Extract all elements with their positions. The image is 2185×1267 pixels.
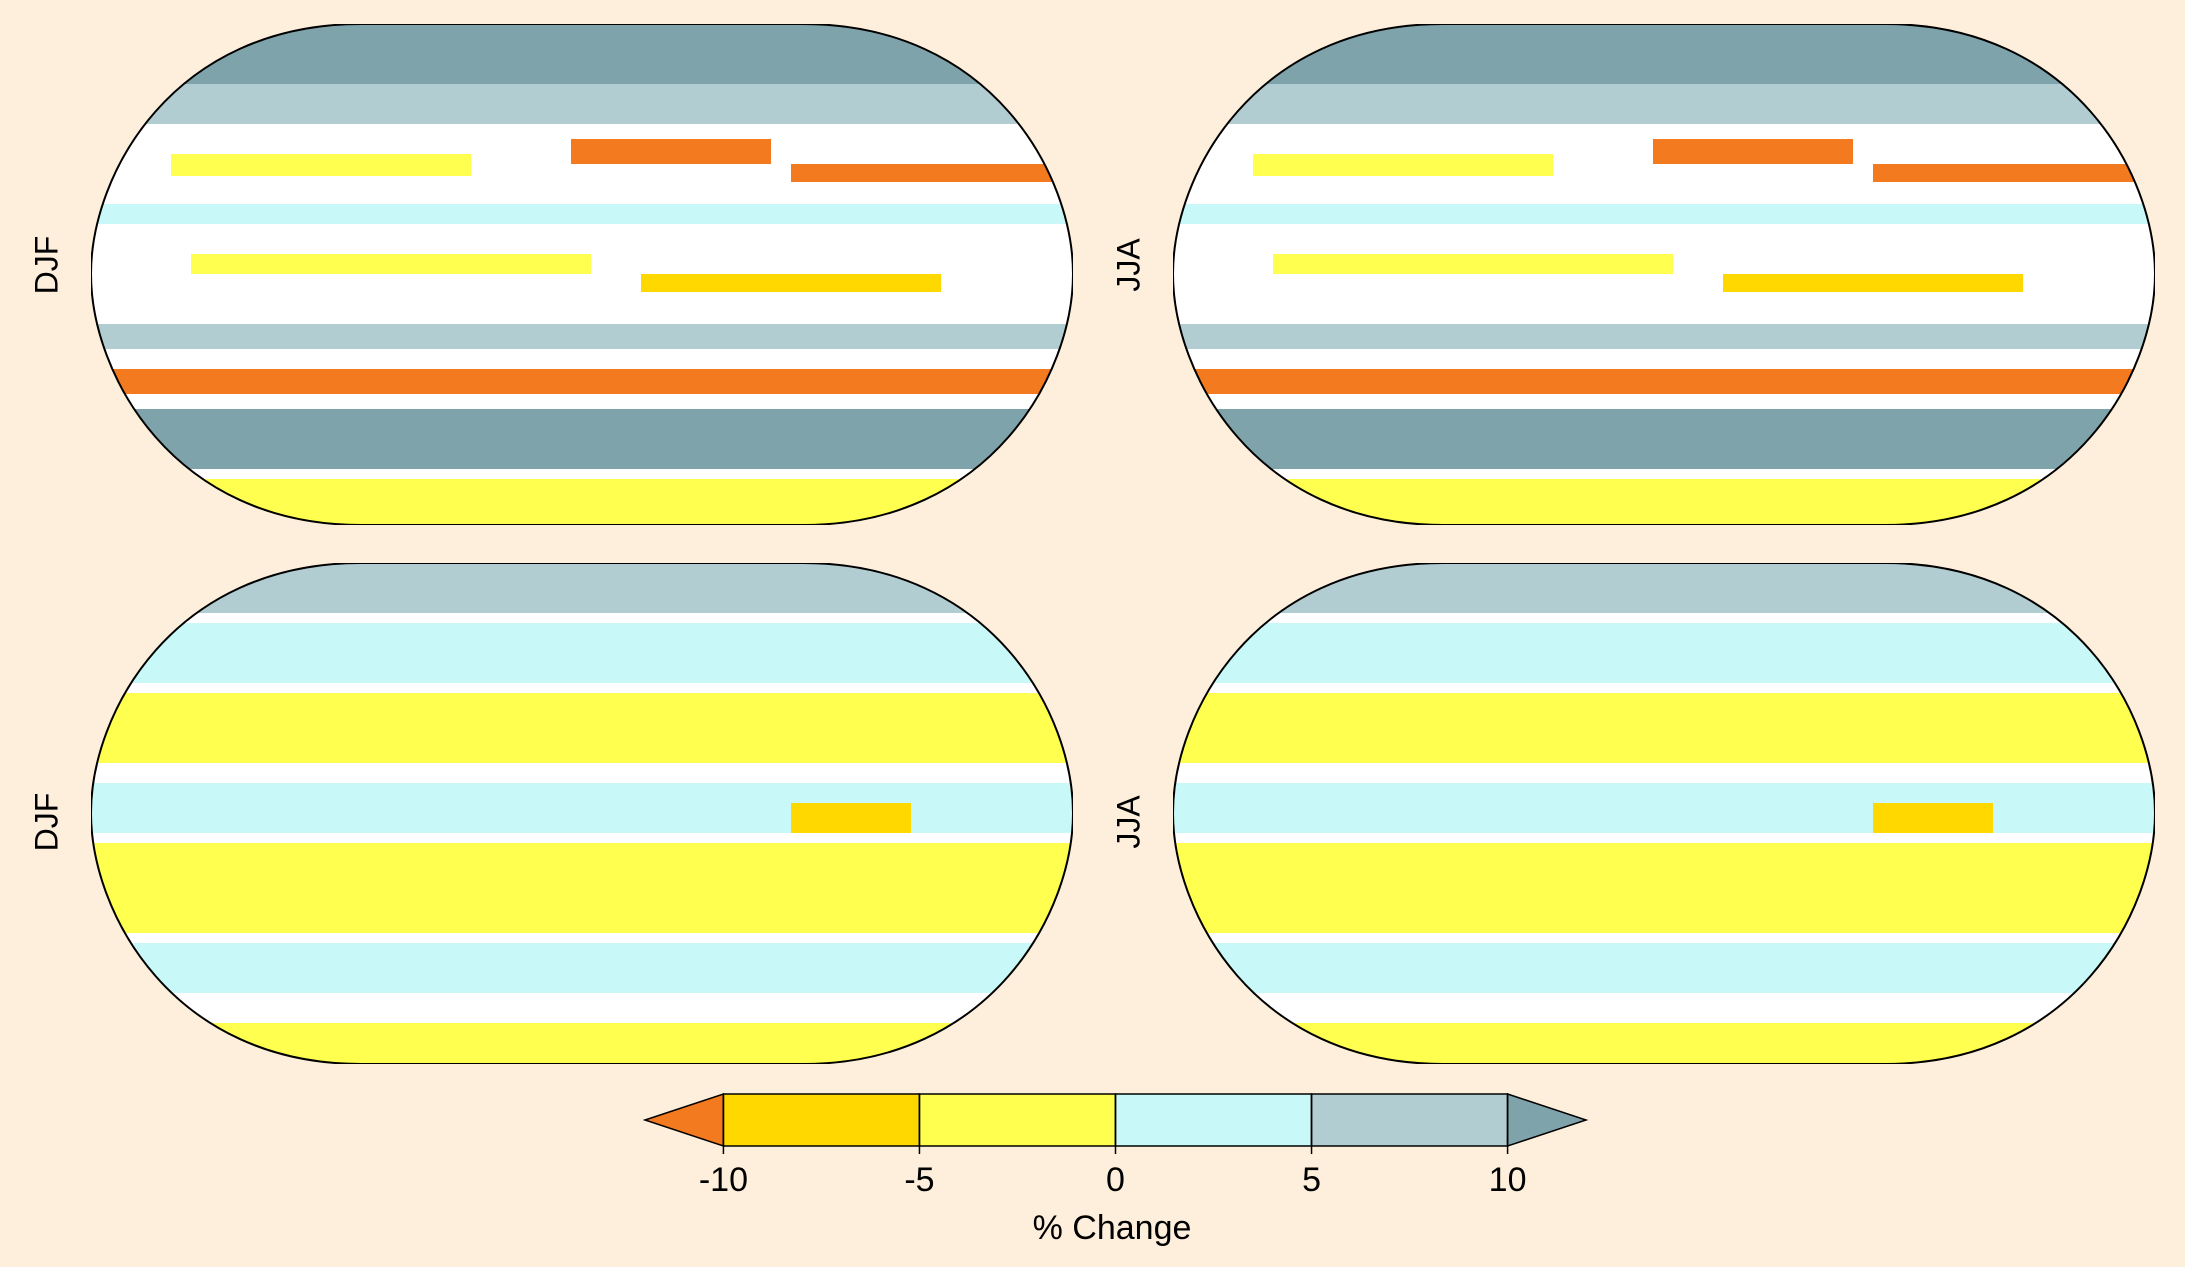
map-panel bbox=[1173, 563, 2155, 1064]
panel-label: DJF bbox=[28, 236, 64, 295]
colorbar-segment bbox=[722, 1093, 921, 1147]
map-panel bbox=[1173, 24, 2155, 525]
colorbar-segment bbox=[1310, 1093, 1509, 1147]
map-panel bbox=[91, 563, 1073, 1064]
colorbar-segment bbox=[1114, 1093, 1313, 1147]
colorbar-tick-label: 10 bbox=[1489, 1161, 1527, 1199]
colorbar-segment bbox=[1506, 1092, 1589, 1148]
panel-label: JJA bbox=[1110, 795, 1146, 849]
colorbar-tick-label: 5 bbox=[1302, 1161, 1321, 1199]
colorbar-segment bbox=[642, 1092, 725, 1148]
colorbar-tick-label: 0 bbox=[1106, 1161, 1125, 1199]
colorbar-label: % Change bbox=[1033, 1209, 1192, 1247]
colorbar-segment bbox=[918, 1093, 1117, 1147]
colorbar-tick-label: -10 bbox=[699, 1161, 748, 1199]
colorbar-tick-label: -5 bbox=[904, 1161, 934, 1199]
panel-label: DJF bbox=[28, 793, 64, 852]
map-panel bbox=[91, 24, 1073, 525]
panel-label: JJA bbox=[1110, 238, 1146, 292]
